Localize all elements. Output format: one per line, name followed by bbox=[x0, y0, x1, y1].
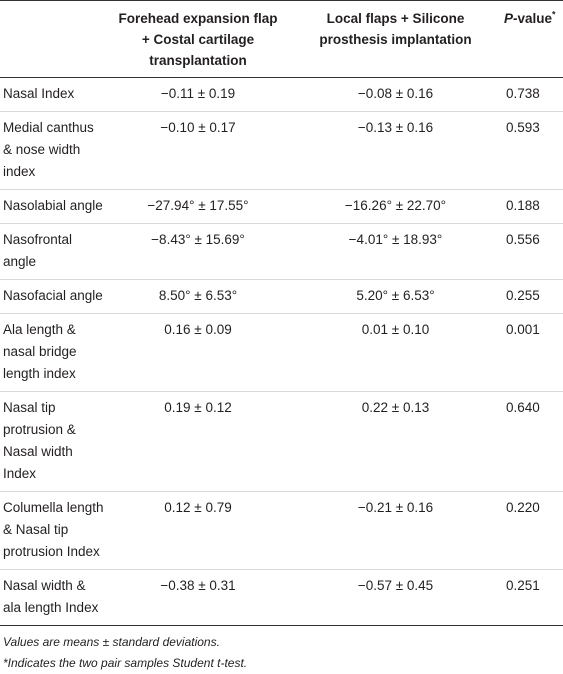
row-label: Nasofacial angle bbox=[0, 279, 103, 314]
row-label: Ala length & nasal bridge length index bbox=[0, 313, 103, 392]
p-value-cell: 0.188 bbox=[498, 189, 563, 224]
footnote: Values are means ± standard deviations. bbox=[3, 635, 220, 649]
value-cell: 0.16 ± 0.09 bbox=[103, 313, 293, 392]
header-cell: Local flaps + Silicone prosthesis implant… bbox=[293, 0, 498, 78]
value-cell: −0.11 ± 0.19 bbox=[103, 77, 293, 112]
row-label: Nasal width & ala length Index bbox=[0, 569, 103, 626]
row-label: Nasal Index bbox=[0, 77, 103, 112]
value-cell: 5.20° ± 6.53° bbox=[293, 279, 498, 314]
p-value-cell: 0.220 bbox=[498, 491, 563, 570]
header-cell bbox=[0, 0, 103, 78]
header-line: + Costal cartilage bbox=[141, 32, 255, 47]
p-value-cell: 0.640 bbox=[498, 391, 563, 492]
header-line: prosthesis implantation bbox=[319, 32, 472, 47]
label-line: nasal bridge bbox=[3, 344, 77, 359]
p-value-cell: 0.593 bbox=[498, 111, 563, 190]
table-row: Nasolabial angle −27.94° ± 17.55° −16.26° … bbox=[0, 189, 563, 224]
table-row: Medial canthus & nose width index −0.10 ± 0… bbox=[0, 111, 563, 190]
table-row: Nasofacial angle 8.50° ± 6.53° 5.20° ± 6.5… bbox=[0, 279, 563, 314]
p-value-cell: 0.001 bbox=[498, 313, 563, 392]
value-cell: −16.26° ± 22.70° bbox=[293, 189, 498, 224]
header-sup: * bbox=[552, 9, 556, 20]
value-cell: −0.38 ± 0.31 bbox=[103, 569, 293, 626]
header-line: transplantation bbox=[149, 53, 247, 68]
label-line: index bbox=[3, 164, 36, 179]
p-value-cell: 0.255 bbox=[498, 279, 563, 314]
header-cell: P-value* bbox=[498, 0, 563, 78]
header-cell: Forehead expansion flap + Costal cartilag… bbox=[103, 0, 293, 78]
header-line: Local flaps + Silicone bbox=[326, 11, 465, 26]
label-line: Nasal width bbox=[3, 444, 73, 459]
row-label: Nasolabial angle bbox=[0, 189, 103, 224]
row-label: Medial canthus & nose width index bbox=[0, 111, 103, 190]
label-line: & nose width bbox=[3, 142, 81, 157]
label-line: Nasal Index bbox=[3, 86, 75, 101]
label-line: Nasal width & bbox=[3, 578, 86, 593]
label-line: ala length Index bbox=[3, 600, 99, 615]
value-cell: −0.10 ± 0.17 bbox=[103, 111, 293, 190]
table-row: Columella length & Nasal tip protrusion In… bbox=[0, 491, 563, 570]
value-cell: −27.94° ± 17.55° bbox=[103, 189, 293, 224]
footnotes: Values are means ± standard deviations. *… bbox=[0, 626, 563, 674]
label-line: Nasofrontal bbox=[3, 232, 73, 247]
value-cell: 0.22 ± 0.13 bbox=[293, 391, 498, 492]
header-line: Forehead expansion flap bbox=[118, 11, 278, 26]
header-text: -value bbox=[513, 11, 553, 26]
table-row: Nasal Index −0.11 ± 0.19 −0.08 ± 0.16 0.738 bbox=[0, 77, 563, 112]
footnote: *Indicates the two pair samples Student … bbox=[3, 656, 248, 670]
table-row: Nasal width & ala length Index −0.38 ± 0.3… bbox=[0, 569, 563, 626]
label-line: Index bbox=[3, 466, 37, 481]
label-line: & Nasal tip bbox=[3, 522, 69, 537]
label-line: protrusion & bbox=[3, 422, 76, 437]
value-cell: −0.57 ± 0.45 bbox=[293, 569, 498, 626]
value-cell: 0.19 ± 0.12 bbox=[103, 391, 293, 492]
value-cell: 0.01 ± 0.10 bbox=[293, 313, 498, 392]
label-line: Columella length bbox=[3, 500, 104, 515]
p-value-cell: 0.738 bbox=[498, 77, 563, 112]
header-row: Forehead expansion flap + Costal cartilag… bbox=[0, 0, 563, 78]
value-cell: 8.50° ± 6.53° bbox=[103, 279, 293, 314]
row-label: Columella length & Nasal tip protrusion In… bbox=[0, 491, 104, 570]
p-value-cell: 0.251 bbox=[498, 569, 563, 626]
row-label: Nasofrontal angle bbox=[0, 223, 103, 280]
table-row: Nasal tip protrusion & Nasal width Index 0.1… bbox=[0, 391, 563, 492]
value-cell: 0.12 ± 0.79 bbox=[103, 491, 293, 570]
table-row: Nasofrontal angle −8.43° ± 15.69° −4.01° ± … bbox=[0, 223, 563, 280]
value-cell: −0.13 ± 0.16 bbox=[293, 111, 498, 190]
label-line: Medial canthus bbox=[3, 120, 94, 135]
value-cell: −0.08 ± 0.16 bbox=[293, 77, 498, 112]
label-line: Nasolabial angle bbox=[3, 198, 103, 213]
label-line: Nasal tip bbox=[3, 400, 56, 415]
label-line: length index bbox=[3, 366, 76, 381]
table-body: Nasal Index −0.11 ± 0.19 −0.08 ± 0.16 0.738… bbox=[0, 77, 563, 626]
header-italic: P bbox=[504, 11, 514, 26]
data-table: Forehead expansion flap + Costal cartilag… bbox=[0, 0, 563, 626]
table-row: Ala length & nasal bridge length index 0.16… bbox=[0, 313, 563, 392]
p-value-cell: 0.556 bbox=[498, 223, 563, 280]
row-label: Nasal tip protrusion & Nasal width Index bbox=[0, 391, 103, 492]
label-line: Ala length & bbox=[3, 322, 76, 337]
value-cell: −8.43° ± 15.69° bbox=[103, 223, 293, 280]
label-line: angle bbox=[3, 254, 37, 269]
value-cell: −4.01° ± 18.93° bbox=[293, 223, 498, 280]
label-line: protrusion Index bbox=[3, 544, 100, 559]
label-line: Nasofacial angle bbox=[3, 288, 103, 303]
value-cell: −0.21 ± 0.16 bbox=[293, 491, 498, 570]
